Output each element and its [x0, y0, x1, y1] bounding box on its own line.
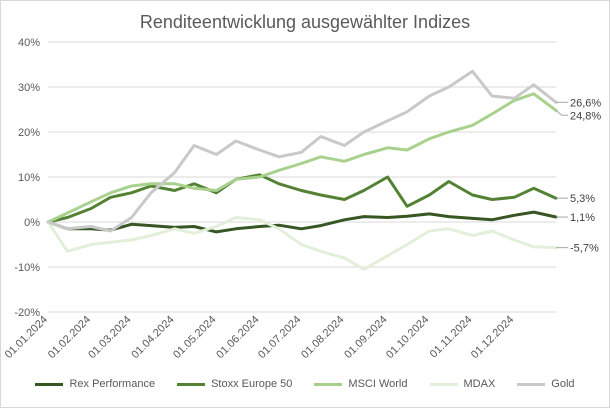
end-label: 5,3%	[570, 193, 595, 205]
y-tick-label: 40%	[18, 37, 40, 49]
legend-label: MDAX	[463, 378, 496, 390]
x-tick-label: 01.08.2024	[299, 314, 346, 361]
series-line-gold	[46, 69, 558, 233]
legend-item: Gold	[517, 378, 575, 390]
legend-swatch	[177, 382, 206, 386]
series-line-rex-performance	[46, 210, 558, 234]
legend-swatch	[35, 382, 64, 386]
x-tick-label: 01.01.2024	[3, 314, 50, 361]
chart-title: Renditeentwicklung ausgewählter Indizes	[139, 12, 471, 32]
end-label-leader	[555, 110, 568, 116]
chart-legend: Rex Performance Stoxx Europe 50 MSCI World…	[0, 375, 610, 393]
x-tick-label: 01.09.2024	[342, 314, 389, 361]
series-line-msci-world	[46, 92, 558, 224]
x-tick-label: 01.10.2024	[384, 314, 431, 361]
legend-item: MDAX	[429, 378, 496, 390]
y-tick-label: -20%	[14, 307, 40, 319]
x-tick-label: 01.07.2024	[256, 314, 303, 361]
x-tick-label: 01.04.2024	[129, 314, 176, 361]
legend-item: Rex Performance	[35, 378, 155, 390]
x-tick-label: 01.11.2024	[428, 314, 475, 361]
legend-item: Stoxx Europe 50	[177, 378, 292, 390]
legend-swatch	[517, 382, 546, 386]
legend-label: Stoxx Europe 50	[211, 378, 293, 390]
y-tick-label: 20%	[18, 127, 40, 139]
y-tick-label: 10%	[18, 172, 40, 184]
legend-swatch	[429, 382, 458, 386]
legend-label: Rex Performance	[69, 378, 156, 390]
x-tick-label: 01.02.2024	[46, 314, 93, 361]
series-line-stoxx-europe-50	[46, 173, 558, 224]
y-tick-label: -10%	[14, 262, 40, 274]
end-label: 1,1%	[570, 212, 595, 224]
x-tick-label: 01.06.2024	[214, 314, 261, 361]
legend-swatch	[314, 382, 343, 386]
end-label: -5,7%	[570, 243, 599, 255]
end-label: 24,8%	[570, 110, 601, 122]
x-tick-label: 01.03.2024	[86, 314, 133, 361]
y-tick-label: 0%	[24, 217, 40, 229]
end-label: 26,6%	[570, 97, 601, 109]
series-line-mdax	[46, 216, 558, 271]
x-tick-label: 01.05.2024	[171, 314, 218, 361]
x-tick-label: 01.12.2024	[469, 314, 516, 361]
y-tick-label: 30%	[18, 82, 40, 94]
legend-label: MSCI World	[348, 378, 408, 390]
legend-item: MSCI World	[314, 378, 408, 390]
legend-label: Gold	[551, 378, 575, 390]
